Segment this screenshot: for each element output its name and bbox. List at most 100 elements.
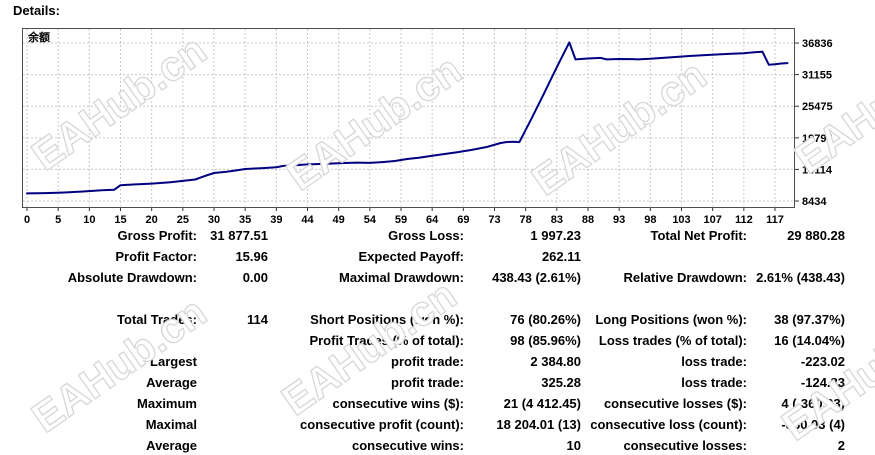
- stat-label: Total Trades:: [117, 312, 197, 327]
- balance-chart: 8434 14114 19795 25475 31155 36836 0 5 10 15 20 25 3…: [22, 28, 833, 226]
- x-axis-label: 117: [766, 214, 784, 226]
- stat-label: consecutive losses:: [623, 438, 747, 453]
- x-axis-label: 64: [426, 214, 439, 226]
- stat-value: 325.28: [541, 375, 581, 390]
- x-axis-label: 5: [55, 214, 61, 226]
- stat-label: Short Positions (won %):: [310, 312, 464, 327]
- stat-value: 438.43 (2.61%): [492, 270, 581, 285]
- x-axis-label: 44: [301, 214, 314, 226]
- stat-value: 21 (4 412.45): [503, 396, 581, 411]
- stat-label: Profit Trades (% of total):: [309, 333, 464, 348]
- stat-value: 262.11: [541, 249, 581, 264]
- stat-value: 4 (-360.03): [781, 396, 845, 411]
- x-axis-label: 69: [457, 214, 469, 226]
- stat-value: 1 997.23: [530, 228, 581, 243]
- stat-label: Maximum: [137, 396, 197, 411]
- stat-row: Profit Trades (% of total): 98 (85.96%) Lo…: [0, 330, 875, 351]
- stat-value: 0.00: [242, 270, 268, 285]
- stat-value: 29 880.28: [787, 228, 845, 243]
- stat-value: [747, 246, 845, 267]
- x-axis-label: 10: [83, 214, 95, 226]
- stat-label: Absolute Drawdown:: [67, 270, 197, 285]
- stat-value: -223.02: [800, 354, 845, 369]
- stat-label: Expected Payoff:: [358, 249, 464, 264]
- stat-value: 15.96: [235, 249, 268, 264]
- x-axis-label: 103: [672, 214, 690, 226]
- stat-value: [197, 330, 268, 351]
- stat-label: [0, 330, 197, 351]
- stat-label: consecutive loss (count):: [590, 417, 747, 432]
- stat-label: Average: [146, 375, 197, 390]
- stat-row: Profit Factor: 15.96 Expected Payoff: 262.1…: [0, 246, 875, 267]
- y-axis-label: 25475: [802, 101, 833, 113]
- stat-label: Loss trades (% of total):: [598, 333, 747, 348]
- stat-label: consecutive profit (count):: [300, 417, 464, 432]
- stat-label: consecutive losses ($):: [603, 396, 747, 411]
- x-axis-label: 78: [520, 214, 532, 226]
- y-axis-label: 8434: [802, 196, 827, 208]
- x-axis-label: 20: [146, 214, 158, 226]
- stat-value: [197, 393, 268, 414]
- stat-value: -360.03 (4): [781, 417, 845, 432]
- page-title: Details:: [13, 3, 60, 18]
- stat-label: Long Positions (won %):: [595, 312, 747, 327]
- stat-row: Average consecutive wins: 10 consecutive lo…: [0, 435, 875, 455]
- balance-line-series: [26, 41, 789, 195]
- stat-label: consecutive wins:: [352, 438, 464, 453]
- stat-label: loss trade:: [681, 375, 747, 390]
- stat-label: [581, 246, 747, 267]
- x-axis-label: 98: [644, 214, 656, 226]
- x-axis-label: 112: [735, 214, 753, 226]
- y-axis-label: 31155: [802, 70, 832, 82]
- x-axis-label: 39: [270, 214, 282, 226]
- plot-border: [22, 28, 795, 208]
- stat-value: -124.83: [800, 375, 845, 390]
- stat-label: Largest: [150, 354, 197, 369]
- x-axis-label: 35: [239, 214, 251, 226]
- stat-value: 2.61% (438.43): [756, 270, 845, 285]
- chart-legend-balance: 余额: [27, 30, 50, 44]
- stat-value: 114: [247, 312, 268, 327]
- x-axis-label: 73: [488, 214, 500, 226]
- x-axis-label: 83: [551, 214, 563, 226]
- x-axis-label: 15: [114, 214, 126, 226]
- stat-label: Profit Factor:: [115, 249, 197, 264]
- stat-value: 2 384.80: [530, 354, 581, 369]
- stat-label: Maximal: [145, 417, 197, 432]
- stat-value: 10: [566, 438, 581, 453]
- x-axis-label: 25: [177, 214, 189, 226]
- x-axis-label: 0: [24, 214, 30, 226]
- stat-value: [197, 351, 268, 372]
- stat-row: Gross Profit: 31 877.51 Gross Loss: 1 997.2…: [0, 225, 875, 246]
- y-axis-label: 36836: [802, 38, 833, 50]
- x-axis-label: 54: [364, 214, 377, 226]
- stat-value: [197, 414, 268, 435]
- stat-label: Maximal Drawdown:: [339, 270, 464, 285]
- stat-row: Maximal consecutive profit (count): 18 204…: [0, 414, 875, 435]
- stat-row: Total Trades: 114 Short Positions (won %):…: [0, 309, 875, 330]
- stat-row: Largest profit trade: 2 384.80 loss trade: -…: [0, 351, 875, 372]
- stat-label: consecutive wins ($):: [332, 396, 464, 411]
- stat-value: 76 (80.26%): [510, 312, 581, 327]
- stat-row: Absolute Drawdown: 0.00 Maximal Drawdown: 4…: [0, 267, 875, 288]
- stat-row: Average profit trade: 325.28 loss trade: -12…: [0, 372, 875, 393]
- stat-value: 98 (85.96%): [510, 333, 581, 348]
- stat-row: Maximum consecutive wins ($): 21 (4 412.45…: [0, 393, 875, 414]
- stat-value: [197, 372, 268, 393]
- stat-value: 38 (97.37%): [774, 312, 845, 327]
- stat-value: 31 877.51: [210, 228, 268, 243]
- balance-chart-canvas: 8434 14114 19795 25475 31155 36836 0 5 10 15 20 25 3…: [22, 28, 833, 226]
- trade-stats-block: Total Trades: 114 Short Positions (won %):…: [0, 309, 875, 455]
- stat-value: [197, 435, 268, 455]
- stat-label: profit trade:: [391, 354, 464, 369]
- x-axis-label: 49: [333, 214, 345, 226]
- x-axis-label: 88: [582, 214, 594, 226]
- stat-label: Gross Profit:: [117, 228, 197, 243]
- stat-label: Gross Loss:: [388, 228, 464, 243]
- stat-value: 2: [837, 438, 845, 453]
- report-statistics: Gross Profit: 31 877.51 Gross Loss: 1 997.2…: [0, 225, 875, 455]
- stat-label: Total Net Profit:: [650, 228, 747, 243]
- x-axis-label: 30: [208, 214, 220, 226]
- x-axis-label: 93: [613, 214, 625, 226]
